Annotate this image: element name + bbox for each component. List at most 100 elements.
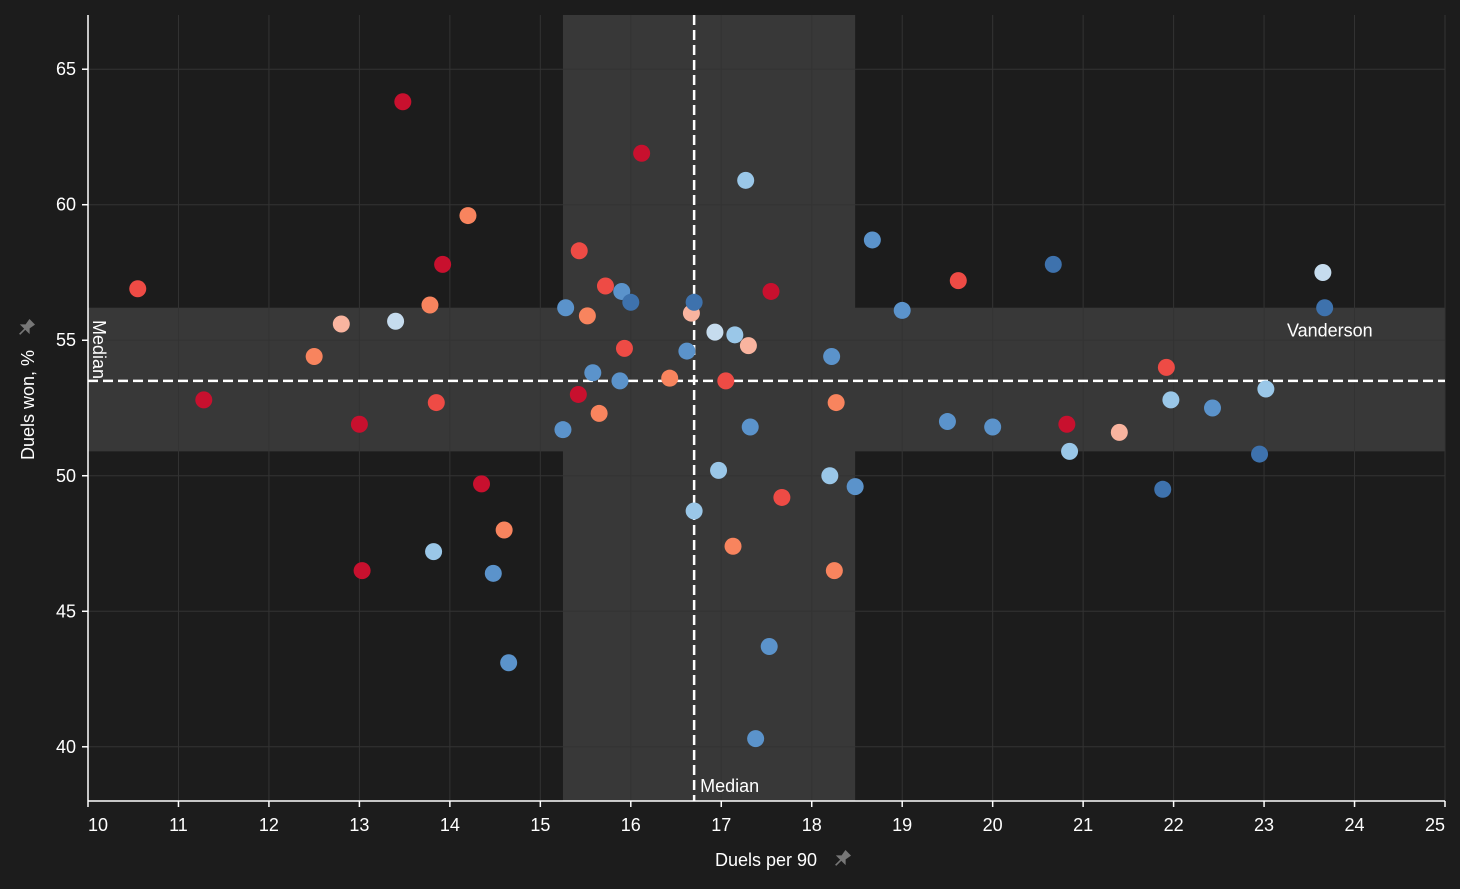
data-point[interactable] [611,372,629,390]
data-point[interactable] [596,277,614,295]
x-tick-label: 20 [983,815,1003,835]
annotations: Vanderson [1287,321,1373,341]
data-point[interactable] [685,293,703,311]
x-tick-label: 16 [621,815,641,835]
data-point[interactable] [195,391,213,409]
data-point[interactable] [984,418,1002,436]
data-point[interactable] [484,564,502,582]
x-axis-title: Duels per 90 [715,850,817,870]
data-point[interactable] [590,404,608,422]
x-tick-label: 19 [892,815,912,835]
x-tick-label: 22 [1164,815,1184,835]
y-tick-label: 45 [56,601,76,621]
data-point[interactable] [737,171,755,189]
y-axis-pin-icon[interactable] [16,318,36,338]
data-point[interactable] [387,312,405,330]
data-point[interactable] [760,638,778,656]
y-tick-label: 40 [56,737,76,757]
horizontal-median-band [88,307,1445,452]
data-point[interactable] [747,730,765,748]
grid-lines [87,15,1446,801]
data-point[interactable] [846,478,864,496]
data-point[interactable] [724,537,742,555]
data-point[interactable] [949,272,967,290]
data-point[interactable] [495,521,513,539]
data-point[interactable] [500,654,518,672]
data-point[interactable] [741,418,759,436]
data-point[interactable] [425,543,443,561]
data-point[interactable] [717,372,735,390]
x-tick-label: 12 [259,815,279,835]
data-point[interactable] [739,337,757,355]
x-tick-label: 10 [88,815,108,835]
data-point[interactable] [557,299,575,317]
data-point[interactable] [473,475,491,493]
data-point[interactable] [394,93,412,111]
data-point[interactable] [821,467,839,485]
y-axis-title: Duels won, % [18,350,38,460]
data-point[interactable] [825,562,843,580]
data-point[interactable] [863,231,881,249]
x-axis-pin-icon[interactable] [832,849,852,869]
y-median-label: Median [89,320,109,379]
data-point[interactable] [1044,255,1062,273]
data-point[interactable] [350,415,368,433]
data-point[interactable] [1157,358,1175,376]
data-point[interactable] [584,364,602,382]
data-point[interactable] [938,413,956,431]
y-tick-label: 50 [56,466,76,486]
data-point[interactable] [1257,380,1275,398]
data-point[interactable] [762,282,780,300]
data-point[interactable] [773,488,791,506]
data-point[interactable] [434,255,452,273]
data-point[interactable] [578,307,596,325]
data-point[interactable] [661,369,679,387]
data-point[interactable] [1316,299,1334,317]
x-tick-label: 21 [1073,815,1093,835]
data-point[interactable] [1204,399,1222,417]
data-point[interactable] [570,242,588,260]
data-point[interactable] [1251,445,1269,463]
data-point[interactable] [827,394,845,412]
data-point[interactable] [710,461,728,479]
y-tick-label: 65 [56,59,76,79]
data-point[interactable] [622,293,640,311]
axes: 10 11 12 13 14 15 16 17 18 19 20 21 22 23 24 25 40 45 50 55… [56,15,1446,835]
point-label-vanderson: Vanderson [1287,321,1373,341]
data-point[interactable] [459,207,477,225]
x-tick-label: 25 [1425,815,1445,835]
x-tick-label: 13 [349,815,369,835]
data-point[interactable] [129,280,147,298]
data-point[interactable] [1061,442,1079,460]
data-point[interactable] [706,323,724,341]
data-point[interactable] [615,339,633,357]
data-point[interactable] [726,326,744,344]
data-point[interactable] [1162,391,1180,409]
y-tick-label: 55 [56,330,76,350]
x-tick-label: 18 [802,815,822,835]
x-tick-label: 14 [440,815,460,835]
median-lines: Median Median [88,15,1445,801]
y-tick-label: 60 [56,195,76,215]
data-point[interactable] [421,296,439,314]
data-point[interactable] [305,348,323,366]
data-point[interactable] [1110,423,1128,441]
data-points [129,93,1334,748]
x-tick-label: 23 [1254,815,1274,835]
data-point[interactable] [332,315,350,333]
data-point[interactable] [1058,415,1076,433]
data-point[interactable] [1154,480,1172,498]
data-point[interactable] [427,394,445,412]
data-point[interactable] [678,342,696,360]
data-point[interactable] [1314,263,1332,281]
x-tick-label: 24 [1345,815,1365,835]
data-point[interactable] [554,421,572,439]
data-point[interactable] [633,144,651,162]
data-point[interactable] [823,348,841,366]
data-point[interactable] [685,502,703,520]
data-point[interactable] [569,385,587,403]
x-tick-label: 15 [530,815,550,835]
data-point[interactable] [893,301,911,319]
data-point[interactable] [353,562,371,580]
